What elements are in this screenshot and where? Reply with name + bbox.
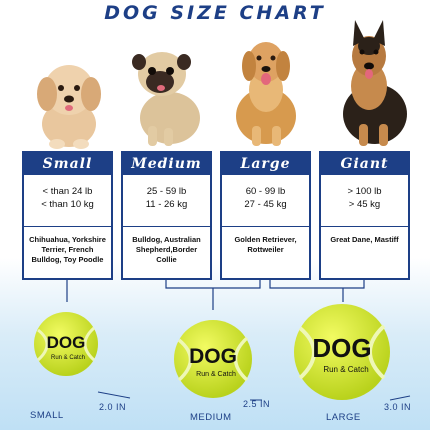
- puppy-illustration: [37, 65, 101, 149]
- size-card-giant: Giant > 100 lb > 45 kg Great Dane, Masti…: [319, 151, 410, 280]
- card-breeds: Bulldog, Australian Shepherd,Border Coll…: [132, 235, 201, 264]
- card-title: Medium: [123, 153, 210, 175]
- ball-dimension-lines: [97, 391, 411, 401]
- golden-retriever-illustration: [236, 42, 296, 146]
- weight-lb: 60 - 99 lb: [245, 186, 286, 197]
- ball-label-large: LARGE: [326, 412, 361, 423]
- ball-sub: Run & Catch: [323, 365, 368, 374]
- german-shepherd-illustration: [343, 20, 407, 146]
- ball-size-small: 2.0 IN: [99, 402, 127, 412]
- ball-sub: Run & Catch: [51, 355, 85, 361]
- ball-size-medium: 2.5 IN: [243, 399, 271, 409]
- card-weights: 25 - 59 lb 11 - 26 kg: [123, 175, 210, 227]
- card-breeds: Great Dane, Mastiff: [330, 235, 399, 244]
- ball-brand: DOG: [312, 333, 371, 363]
- weight-lb: > 100 lb: [347, 186, 382, 197]
- ball-label-medium: MEDIUM: [190, 412, 232, 423]
- card-ball-connectors: [66, 280, 365, 310]
- pug-illustration: [132, 52, 200, 146]
- weight-kg: 27 - 45 kg: [244, 199, 287, 210]
- ball-size-large: 3.0 IN: [384, 402, 412, 412]
- tennis-ball-large: DOG Run & Catch: [294, 304, 390, 400]
- card-title: Small: [24, 153, 111, 175]
- ball-label-small: SMALL: [30, 410, 64, 421]
- page-title: DOG SIZE CHART: [104, 2, 326, 24]
- size-card-small: Small < than 24 lb < than 10 kg Chihuahu…: [22, 151, 113, 280]
- tennis-ball-small: DOG Run & Catch: [34, 312, 98, 376]
- card-weights: > 100 lb > 45 kg: [321, 175, 408, 227]
- weight-kg: < than 10 kg: [41, 199, 94, 210]
- ball-brand: DOG: [47, 333, 86, 352]
- ball-brand: DOG: [189, 345, 237, 368]
- tennis-ball-medium: DOG Run & Catch: [174, 320, 252, 398]
- card-weights: < than 24 lb < than 10 kg: [24, 175, 111, 227]
- ball-sub: Run & Catch: [196, 371, 236, 378]
- weight-kg: > 45 kg: [348, 199, 381, 210]
- size-card-medium: Medium 25 - 59 lb 11 - 26 kg Bulldog, Au…: [121, 151, 212, 280]
- card-title: Giant: [321, 153, 408, 175]
- card-weights: 60 - 99 lb 27 - 45 kg: [222, 175, 309, 227]
- weight-kg: 11 - 26 kg: [145, 199, 188, 210]
- card-title: Large: [222, 153, 309, 175]
- card-breeds: Chihuahua, Yorkshire Terrier, French Bul…: [29, 235, 106, 264]
- size-card-large: Large 60 - 99 lb 27 - 45 kg Golden Retri…: [220, 151, 311, 280]
- card-breeds: Golden Retriever, Rottweiler: [234, 235, 297, 254]
- weight-lb: < than 24 lb: [42, 186, 93, 197]
- weight-lb: 25 - 59 lb: [146, 186, 187, 197]
